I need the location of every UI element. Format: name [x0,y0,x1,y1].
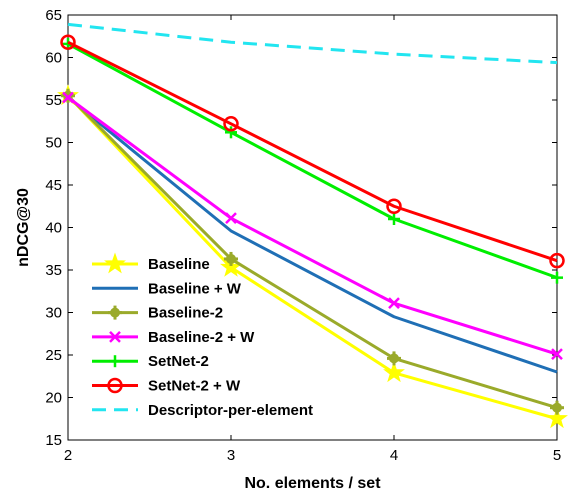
y-tick-label: 60 [45,50,62,67]
x-stroke [62,91,74,104]
plot-background [68,15,557,440]
series-baseline-2-w [62,91,563,361]
legend: Baseline Baseline + W Baseline-2 Baseline-2… [92,252,313,419]
plot-area [68,15,557,440]
data-point-setnet-2 [225,126,237,139]
series-line-baseline [66,94,558,421]
data-point-baseline-2-w [225,212,237,225]
series-baseline-w [67,96,558,374]
x-axis-label: No. elements / set [244,475,381,492]
data-point-baseline-2-w [62,91,74,104]
legend-label: SetNet-2 [148,353,209,370]
legend-label: Descriptor-per-element [148,402,313,419]
y-tick-label: 15 [45,432,62,449]
data-point-setnet-2-w [223,116,239,132]
y-tick-label: 65 [45,7,62,24]
legend-marker-setnet-2-w [107,377,123,394]
y-tick-label: 20 [45,390,62,407]
series-line-baseline-2 [66,94,558,410]
data-point-setnet-2 [388,213,400,225]
data-point-setnet-2 [551,271,563,284]
legend-label: Baseline-2 [148,305,223,322]
data-point-baseline-2-w [551,348,563,361]
legend-item-baseline-w: Baseline + W [92,280,242,297]
legend-label: Baseline [148,256,210,273]
data-point-setnet-2-w [60,34,76,50]
data-point-baseline-2-w [388,297,400,310]
legend-item-setnet-2: SetNet-2 [92,353,209,370]
y-tick-label: 45 [45,177,62,194]
data-point-baseline-2 [550,400,564,415]
y-tick-label: 40 [45,220,62,237]
series-layer [57,22,568,429]
y-axis-label: nDCG@30 [15,188,32,267]
y-tick-label: 50 [45,135,62,152]
x-stroke [225,212,237,225]
x-tick-label: 3 [227,447,235,464]
legend-marker-baseline-2-w [109,331,121,343]
legend-marker-setnet-2 [109,355,121,368]
series-line-descriptor-per-element [67,22,558,65]
x-tick-label: 2 [64,447,72,464]
x-stroke [388,297,400,310]
data-point-baseline [546,407,568,429]
y-tick-label: 25 [45,347,62,364]
series-line-setnet-2 [67,42,558,280]
legend-marker-baseline [104,252,126,274]
data-point-setnet-2-w [549,252,565,269]
series-line-baseline-2-w [67,96,558,356]
series-setnet-2-w [60,34,565,269]
y-tick-label: 35 [45,262,62,279]
x-tick-label: 4 [390,447,398,464]
x-stroke [551,348,563,361]
legend-item-setnet-2-w: SetNet-2 + W [92,378,241,395]
data-point-baseline-2 [224,251,238,266]
legend-label: Baseline + W [148,280,242,297]
legend-item-descriptor-per-element: Descriptor-per-element [92,402,313,419]
legend-marker-baseline-2 [108,305,122,320]
legend-item-baseline-2: Baseline-2 [92,305,223,322]
data-point-baseline [383,361,405,383]
legend-item-baseline-2-w: Baseline-2 + W [92,329,255,346]
series-line-setnet-2-w [67,40,558,263]
y-tick-label: 55 [45,92,62,109]
x-tick-label: 5 [553,447,561,464]
data-point-setnet-2-w [386,198,402,214]
series-descriptor-per-element [67,22,558,65]
legend-label: SetNet-2 + W [148,378,241,395]
series-line-baseline-w [67,96,558,374]
legend-item-baseline: Baseline [92,252,210,274]
x-stroke [109,331,121,343]
y-tick-label: 30 [45,305,62,322]
legend-label: Baseline-2 + W [148,329,255,346]
data-point-baseline-2 [387,351,401,366]
